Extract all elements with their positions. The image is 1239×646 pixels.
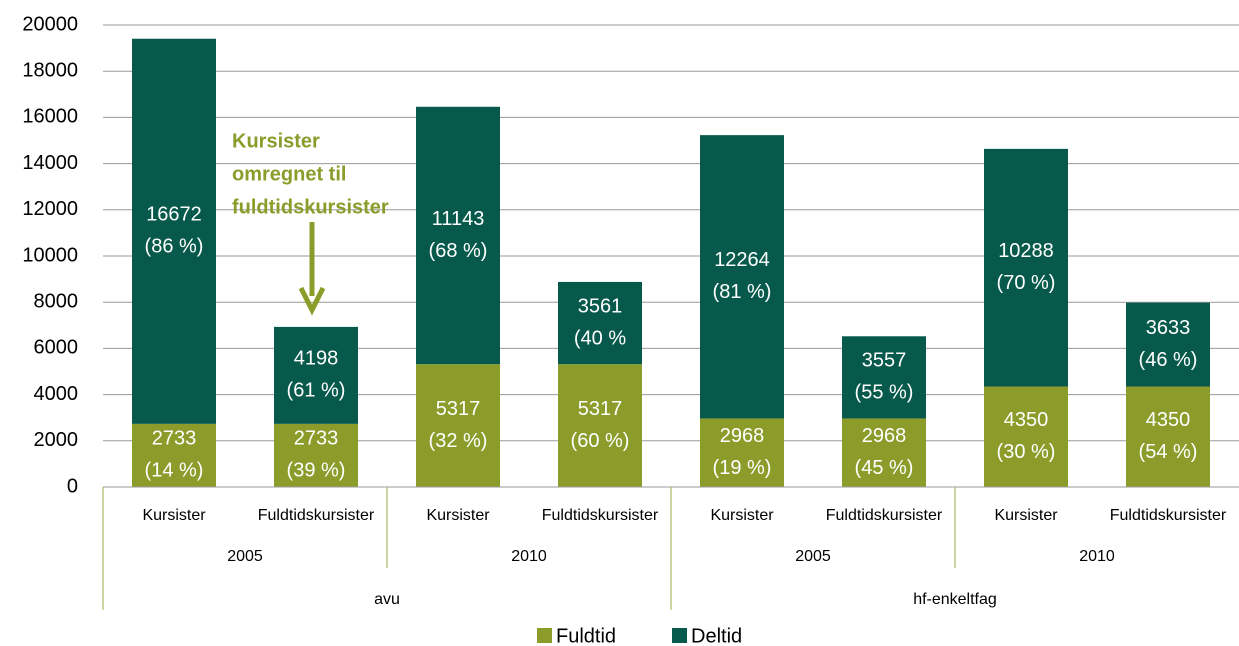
percent-label: (86 %) — [145, 236, 204, 258]
category-group-label: 2010 — [1079, 548, 1115, 565]
x-tick-label: Fuldtidskursister — [826, 507, 943, 524]
legend-label: Fuldtid — [556, 625, 616, 646]
value-label: 3557 — [862, 350, 907, 372]
percent-label: (46 %) — [1139, 349, 1198, 371]
x-tick-label: Fuldtidskursister — [258, 507, 375, 524]
bar-segment — [274, 423, 358, 487]
percent-label: (40 % — [574, 327, 626, 349]
annotation: Kursister — [232, 130, 320, 152]
y-tick-label: 6000 — [34, 337, 79, 359]
bar-segment — [1126, 302, 1210, 387]
bar-segment — [132, 38, 216, 424]
legend-swatch — [672, 628, 687, 643]
bar-segment — [416, 364, 500, 487]
percent-label: (14 %) — [145, 460, 204, 482]
percent-label: (30 %) — [997, 441, 1056, 463]
y-tick-label: 12000 — [22, 198, 78, 220]
y-tick-label: 0 — [67, 475, 78, 497]
bar-segment — [984, 148, 1068, 387]
bar-segment — [132, 423, 216, 487]
bar-segment — [700, 135, 784, 419]
annotation: fuldtidskursister — [232, 196, 389, 218]
x-tick-label: Kursister — [142, 507, 206, 524]
bar-segment — [984, 386, 1068, 487]
value-label: 4198 — [294, 348, 339, 370]
percent-label: (61 %) — [287, 380, 346, 402]
y-tick-label: 2000 — [34, 429, 79, 451]
bar-segment — [558, 281, 642, 365]
value-label: 10288 — [998, 240, 1054, 262]
percent-label: (54 %) — [1139, 441, 1198, 463]
value-label: 4350 — [1146, 409, 1191, 431]
percent-label: (55 %) — [855, 382, 914, 404]
annotation-arrowhead — [298, 286, 326, 316]
category-group-label: avu — [374, 591, 400, 608]
value-label: 2733 — [294, 428, 339, 450]
percent-label: (70 %) — [997, 272, 1056, 294]
value-label: 4350 — [1004, 409, 1049, 431]
value-label: 2968 — [862, 425, 907, 447]
bar-segment — [700, 418, 784, 487]
value-label: 5317 — [578, 398, 623, 420]
y-tick-label: 20000 — [22, 13, 78, 35]
value-label: 5317 — [436, 398, 481, 420]
value-label: 2968 — [720, 425, 765, 447]
x-tick-label: Kursister — [710, 507, 774, 524]
value-label: 2733 — [152, 428, 197, 450]
category-group-label: 2005 — [227, 548, 263, 565]
value-label: 11143 — [432, 208, 485, 230]
percent-label: (45 %) — [855, 457, 914, 479]
percent-label: (60 %) — [571, 430, 630, 452]
x-tick-label: Fuldtidskursister — [1110, 507, 1227, 524]
percent-label: (81 %) — [713, 281, 772, 303]
percent-label: (32 %) — [429, 430, 488, 452]
percent-label: (39 %) — [287, 460, 346, 482]
percent-label: (68 %) — [429, 240, 488, 262]
legend-swatch — [537, 628, 552, 643]
bar-segment — [1126, 386, 1210, 487]
category-group-label: hf-enkeltfag — [913, 591, 997, 608]
value-label: 3561 — [578, 295, 623, 317]
category-group-label: 2005 — [795, 548, 831, 565]
bar-segment — [842, 418, 926, 487]
bar-segment — [558, 364, 642, 487]
x-tick-label: Kursister — [426, 507, 490, 524]
value-label: 16672 — [146, 204, 202, 226]
y-tick-label: 10000 — [22, 244, 78, 266]
y-tick-label: 18000 — [22, 59, 78, 81]
legend-label: Deltid — [691, 625, 742, 646]
y-tick-label: 16000 — [22, 106, 78, 128]
x-tick-label: Fuldtidskursister — [542, 507, 659, 524]
percent-label: (19 %) — [713, 457, 772, 479]
y-tick-label: 8000 — [34, 290, 79, 312]
bar-segment — [842, 336, 926, 419]
y-tick-label: 4000 — [34, 383, 79, 405]
bar-segment — [416, 106, 500, 365]
value-label: 3633 — [1146, 317, 1191, 339]
category-group-label: 2010 — [511, 548, 547, 565]
value-label: 12264 — [714, 249, 770, 271]
annotation: omregnet til — [232, 163, 346, 185]
y-tick-label: 14000 — [22, 152, 78, 174]
bar-segment — [274, 326, 358, 424]
x-tick-label: Kursister — [994, 507, 1058, 524]
